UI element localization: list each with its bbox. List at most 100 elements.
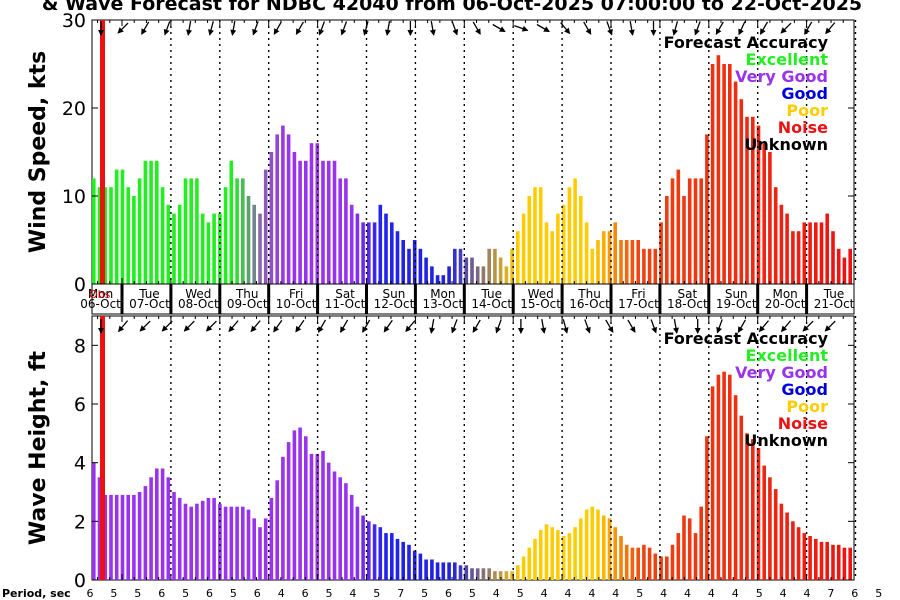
bar bbox=[275, 480, 279, 580]
bar bbox=[779, 204, 784, 284]
arrow-head bbox=[562, 327, 569, 334]
wind-y-axis-label: Wind Speed, kts bbox=[26, 51, 51, 253]
arrow-head bbox=[362, 326, 368, 333]
bar bbox=[567, 187, 572, 284]
day-divider bbox=[120, 284, 124, 314]
bar bbox=[550, 527, 554, 580]
bar bbox=[200, 213, 205, 284]
bar bbox=[561, 204, 566, 284]
bar bbox=[195, 503, 199, 580]
direction-arrow bbox=[429, 318, 436, 334]
bar bbox=[160, 187, 165, 284]
bar bbox=[596, 509, 600, 580]
bar bbox=[670, 544, 675, 580]
wave-direction-arrows bbox=[98, 318, 836, 334]
wave-day-gridlines bbox=[170, 316, 857, 580]
bar bbox=[252, 518, 256, 580]
direction-arrow bbox=[340, 21, 348, 36]
arrow-head bbox=[585, 28, 592, 35]
bar bbox=[556, 213, 560, 284]
direction-arrow bbox=[758, 320, 769, 333]
bar bbox=[705, 134, 709, 284]
day-date: 09-Oct bbox=[227, 297, 268, 311]
bar bbox=[687, 178, 692, 284]
period-value: 4 bbox=[565, 587, 572, 600]
bar bbox=[836, 248, 841, 284]
arrow-head bbox=[384, 29, 391, 36]
legend-entry: Very Good bbox=[735, 67, 828, 86]
direction-arrow bbox=[295, 21, 304, 35]
y-tick-label: 6 bbox=[74, 394, 86, 416]
day-divider bbox=[365, 284, 368, 314]
bar bbox=[453, 248, 457, 284]
bar bbox=[309, 453, 314, 580]
day-divider bbox=[707, 284, 711, 314]
bar bbox=[235, 506, 239, 580]
day-of-week: Sun bbox=[383, 287, 406, 301]
bar bbox=[286, 442, 291, 580]
day-divider bbox=[169, 284, 173, 314]
observed-wind-bar bbox=[100, 20, 105, 284]
bar bbox=[825, 541, 829, 580]
bar bbox=[344, 178, 348, 284]
arrow-head bbox=[405, 325, 412, 333]
bar bbox=[212, 497, 216, 580]
bar bbox=[602, 515, 606, 580]
direction-arrow bbox=[804, 21, 813, 35]
bar bbox=[636, 240, 640, 284]
bar bbox=[590, 248, 595, 284]
bar bbox=[521, 556, 526, 580]
arrow-head bbox=[318, 28, 325, 36]
direction-arrow bbox=[405, 320, 416, 333]
arrow-head bbox=[607, 326, 614, 333]
legend-entry: Poor bbox=[786, 397, 828, 416]
bar bbox=[745, 433, 749, 580]
observed-wave-bar bbox=[100, 316, 105, 580]
arrow-head bbox=[429, 327, 436, 334]
bar bbox=[430, 266, 434, 284]
bar bbox=[258, 527, 262, 580]
bar bbox=[149, 160, 153, 284]
bar bbox=[693, 178, 698, 284]
bar bbox=[177, 204, 182, 284]
arrow-head bbox=[163, 28, 170, 36]
period-value: 6 bbox=[158, 587, 165, 600]
bar bbox=[567, 533, 572, 580]
bar bbox=[395, 231, 400, 284]
day-divider bbox=[462, 284, 466, 314]
day-divider bbox=[756, 284, 760, 314]
bar bbox=[137, 492, 142, 580]
direction-arrow bbox=[650, 21, 657, 36]
bar bbox=[246, 509, 251, 580]
period-value: 6 bbox=[851, 587, 858, 600]
bar bbox=[304, 160, 308, 284]
direction-arrow bbox=[780, 22, 792, 34]
bar bbox=[183, 503, 188, 580]
direction-arrow bbox=[318, 21, 326, 36]
bar bbox=[791, 521, 795, 580]
bar bbox=[533, 187, 537, 284]
bar bbox=[802, 533, 807, 580]
direction-arrow bbox=[186, 20, 193, 36]
direction-arrow bbox=[295, 319, 305, 333]
bar bbox=[521, 213, 526, 284]
bar bbox=[573, 527, 577, 580]
bar bbox=[206, 497, 211, 580]
bar bbox=[321, 160, 325, 284]
period-value: 5 bbox=[182, 587, 189, 600]
bar bbox=[613, 222, 617, 284]
direction-arrow bbox=[139, 320, 151, 332]
arrow-head bbox=[451, 326, 457, 334]
bar bbox=[716, 55, 721, 285]
bar bbox=[728, 64, 732, 284]
y-tick-label: 0 bbox=[74, 274, 86, 296]
bar bbox=[493, 248, 497, 284]
direction-arrow bbox=[715, 21, 724, 35]
bar bbox=[292, 152, 297, 284]
bar bbox=[682, 196, 686, 284]
arrow-head bbox=[318, 326, 324, 333]
day-of-week: Tue bbox=[823, 287, 845, 301]
day-divider bbox=[413, 284, 417, 314]
bar bbox=[372, 524, 377, 580]
